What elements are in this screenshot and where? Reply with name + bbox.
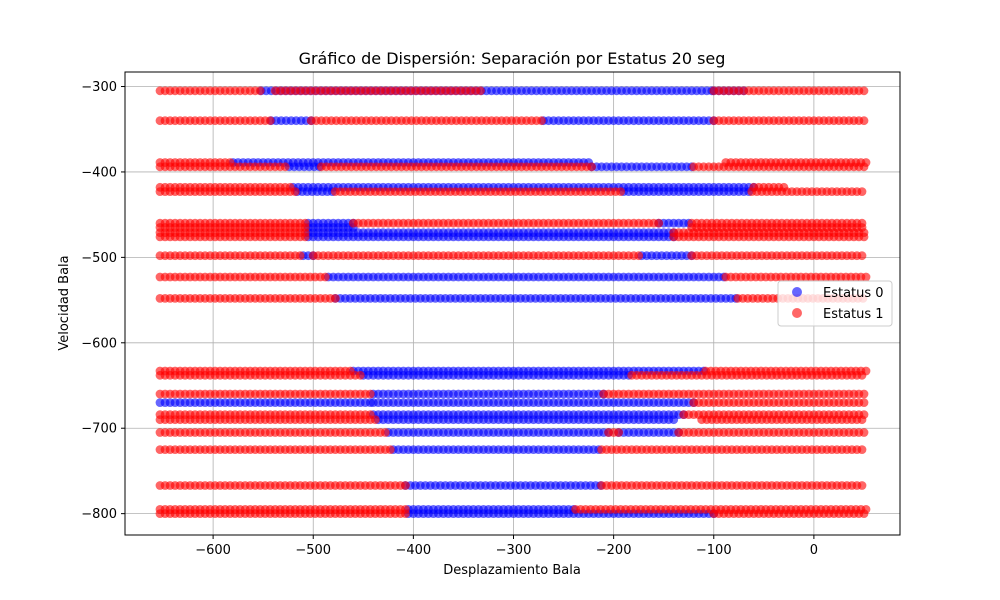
data-point (476, 86, 485, 96)
chart-title: Gráfico de Dispersión: Separación por Es… (299, 49, 726, 68)
data-point (861, 272, 871, 282)
data-point (401, 481, 410, 490)
data-point (857, 445, 867, 454)
data-point (857, 415, 867, 425)
data-point (859, 232, 869, 242)
data-point (859, 86, 869, 96)
data-point (537, 116, 546, 126)
y-tick-label: −400 (81, 165, 117, 180)
data-point (300, 232, 310, 242)
data-point (669, 415, 679, 425)
y-tick-label: −800 (81, 507, 117, 522)
x-tick-label: 0 (810, 543, 818, 558)
data-point (401, 509, 410, 518)
data-point (370, 415, 380, 425)
legend-label-estatus-1: Estatus 1 (823, 307, 884, 322)
data-point (265, 116, 275, 126)
data-points (155, 86, 871, 518)
x-axis-label: Desplazamiento Bala (443, 563, 581, 578)
legend-box (777, 280, 893, 327)
plot-frame (124, 71, 901, 536)
series-estatus-1 (155, 86, 871, 518)
y-tick-label: −700 (81, 422, 117, 437)
x-tick-label: −400 (396, 543, 432, 558)
data-point (654, 218, 664, 228)
data-point (616, 187, 625, 197)
y-tick-label: −600 (81, 336, 117, 351)
data-point (857, 481, 867, 490)
legend-label-estatus-0: Estatus 0 (823, 286, 884, 301)
data-point (385, 445, 395, 454)
x-axis-ticks: −600 −500 −400 −300 −200 −100 0 (195, 535, 818, 558)
data-point (859, 116, 869, 126)
data-point (634, 251, 644, 261)
data-point (320, 272, 330, 282)
data-point (365, 389, 375, 399)
x-tick-label: −500 (295, 543, 331, 558)
y-axis-label: Velocidad Bala (57, 255, 72, 350)
data-point (255, 86, 265, 96)
data-point (355, 370, 365, 380)
y-tick-label: −300 (81, 80, 117, 95)
data-point (859, 389, 869, 399)
data-point (859, 509, 869, 518)
data-point (614, 428, 623, 437)
data-point (587, 162, 596, 172)
legend-marker-estatus-1 (792, 308, 802, 318)
data-point (290, 187, 300, 197)
legend: Estatus 0 Estatus 1 (777, 280, 893, 327)
data-point (295, 251, 305, 261)
data-point (857, 187, 867, 197)
data-point (380, 428, 390, 437)
x-tick-label: −300 (496, 543, 532, 558)
x-tick-label: −200 (596, 543, 632, 558)
data-point (330, 294, 340, 303)
data-point (280, 162, 290, 172)
data-point (859, 428, 869, 437)
data-point (859, 162, 869, 172)
y-tick-label: −500 (81, 251, 117, 266)
data-point (857, 370, 867, 380)
x-tick-label: −100 (696, 543, 732, 558)
data-point (859, 398, 869, 407)
legend-marker-estatus-0 (792, 287, 802, 297)
x-tick-label: −600 (195, 543, 231, 558)
y-axis-ticks: −300 −400 −500 −600 −700 −800 (81, 80, 125, 522)
data-point (857, 251, 867, 261)
